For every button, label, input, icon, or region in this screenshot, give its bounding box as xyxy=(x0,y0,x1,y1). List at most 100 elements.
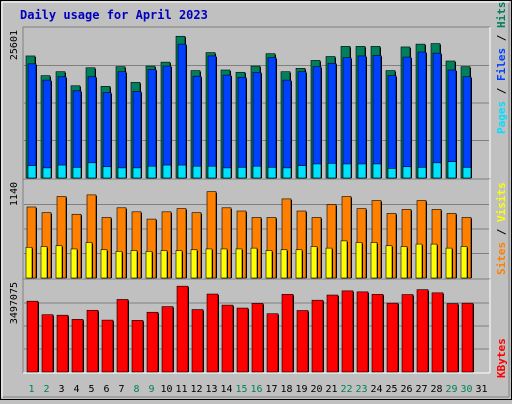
bar-kbytes-day-29 xyxy=(446,303,459,373)
legend-kbytes: KBytes xyxy=(495,338,508,378)
bar-sites-day-24 xyxy=(370,242,378,279)
day-label: 9 xyxy=(148,384,154,395)
bar-kbytes-day-27 xyxy=(416,289,429,373)
panel-kbytes: 3497075 xyxy=(9,278,491,374)
bar-pages-day-12 xyxy=(192,165,202,179)
bar-kbytes-day-30 xyxy=(461,302,474,373)
y-max-label: 3497075 xyxy=(9,282,20,324)
bar-files-day-20 xyxy=(312,66,322,179)
day-label: 2 xyxy=(43,384,49,395)
bar-sites-day-23 xyxy=(355,242,363,279)
bar-sites-day-9 xyxy=(145,251,153,279)
bar-files-day-2 xyxy=(42,79,52,179)
bar-pages-day-27 xyxy=(417,167,427,179)
bar-pages-day-23 xyxy=(357,163,367,179)
bar-kbytes-day-8 xyxy=(131,320,144,373)
bar-files-day-19 xyxy=(297,71,307,179)
bar-sites-day-3 xyxy=(55,245,63,279)
day-label: 25 xyxy=(385,384,397,395)
bar-sites-day-27 xyxy=(415,243,423,279)
bar-kbytes-day-12 xyxy=(191,309,204,373)
bar-pages-day-18 xyxy=(282,167,292,179)
day-label: 17 xyxy=(265,384,277,395)
bar-kbytes-day-7 xyxy=(116,299,129,373)
bar-sites-day-25 xyxy=(385,245,393,279)
bar-sites-day-11 xyxy=(175,250,183,279)
legend-entry: Files xyxy=(495,48,508,81)
bar-sites-day-29 xyxy=(445,247,453,279)
bar-kbytes-day-25 xyxy=(386,302,399,373)
day-label: 7 xyxy=(118,384,124,395)
bar-files-day-21 xyxy=(327,62,337,179)
bar-files-day-22 xyxy=(342,57,352,179)
bar-kbytes-day-21 xyxy=(326,294,339,373)
bar-sites-day-14 xyxy=(220,248,228,279)
bar-sites-day-7 xyxy=(115,251,123,279)
day-label: 13 xyxy=(205,384,217,395)
day-label: 15 xyxy=(235,384,247,395)
bar-pages-day-22 xyxy=(342,163,352,179)
bar-pages-day-4 xyxy=(72,167,82,179)
bar-sites-day-16 xyxy=(250,247,258,279)
bar-sites-day-10 xyxy=(160,250,168,279)
legend-entry: Pages xyxy=(495,101,508,134)
bar-kbytes-day-4 xyxy=(71,319,84,373)
bar-sites-day-26 xyxy=(400,246,408,279)
panel-visits-sites: 1140 xyxy=(9,178,491,280)
bar-files-day-4 xyxy=(72,90,82,179)
bar-files-day-24 xyxy=(372,55,382,179)
chart-title: Daily usage for April 2023 xyxy=(20,8,208,22)
bar-files-day-6 xyxy=(102,92,112,179)
day-label: 21 xyxy=(325,384,337,395)
bar-files-day-15 xyxy=(237,77,247,179)
day-label: 4 xyxy=(73,384,79,395)
bar-kbytes-day-10 xyxy=(161,306,174,373)
bar-pages-day-29 xyxy=(447,161,457,179)
bar-pages-day-26 xyxy=(402,166,412,179)
bar-pages-day-6 xyxy=(102,166,112,179)
legend-entry: / xyxy=(495,81,508,101)
bar-files-day-27 xyxy=(417,51,427,179)
day-label: 8 xyxy=(133,384,139,395)
legend-entry: / xyxy=(495,28,508,48)
bar-pages-day-20 xyxy=(312,163,322,179)
bar-files-day-30 xyxy=(462,76,472,179)
bar-pages-day-7 xyxy=(117,167,127,179)
bar-files-day-23 xyxy=(357,55,367,179)
bar-files-day-26 xyxy=(402,56,412,179)
day-label: 26 xyxy=(400,384,412,395)
bar-files-day-16 xyxy=(252,71,262,179)
bar-pages-day-1 xyxy=(27,165,37,179)
bar-kbytes-day-15 xyxy=(236,307,249,373)
bar-sites-day-6 xyxy=(100,249,108,279)
bar-files-day-28 xyxy=(432,52,442,179)
bar-sites-day-22 xyxy=(340,240,348,279)
bar-files-day-25 xyxy=(387,75,397,179)
day-label: 23 xyxy=(355,384,367,395)
bar-sites-day-30 xyxy=(460,246,468,279)
bar-sites-day-18 xyxy=(280,249,288,279)
y-max-label: 1140 xyxy=(9,182,20,206)
bar-kbytes-day-22 xyxy=(341,290,354,373)
bar-pages-day-21 xyxy=(327,163,337,179)
day-label: 12 xyxy=(190,384,202,395)
bar-pages-day-25 xyxy=(387,168,397,179)
day-label: 28 xyxy=(430,384,442,395)
chart-legends: Pages / Files / Hits Sites / Visits KBytes xyxy=(495,2,508,379)
bar-sites-day-21 xyxy=(325,247,333,279)
bar-sites-day-28 xyxy=(430,243,438,279)
legend-entry: KBytes xyxy=(495,338,508,378)
day-label: 10 xyxy=(160,384,172,395)
day-label: 31 xyxy=(475,384,487,395)
day-label: 20 xyxy=(310,384,322,395)
day-label: 27 xyxy=(415,384,427,395)
bar-files-day-13 xyxy=(207,55,217,179)
bar-files-day-14 xyxy=(222,74,232,179)
bar-files-day-10 xyxy=(162,65,172,179)
bar-sites-day-17 xyxy=(265,250,273,279)
legend-entry: / xyxy=(495,222,508,242)
bar-kbytes-day-23 xyxy=(356,291,369,373)
bar-pages-day-8 xyxy=(132,167,142,179)
bar-sites-day-15 xyxy=(235,248,243,279)
